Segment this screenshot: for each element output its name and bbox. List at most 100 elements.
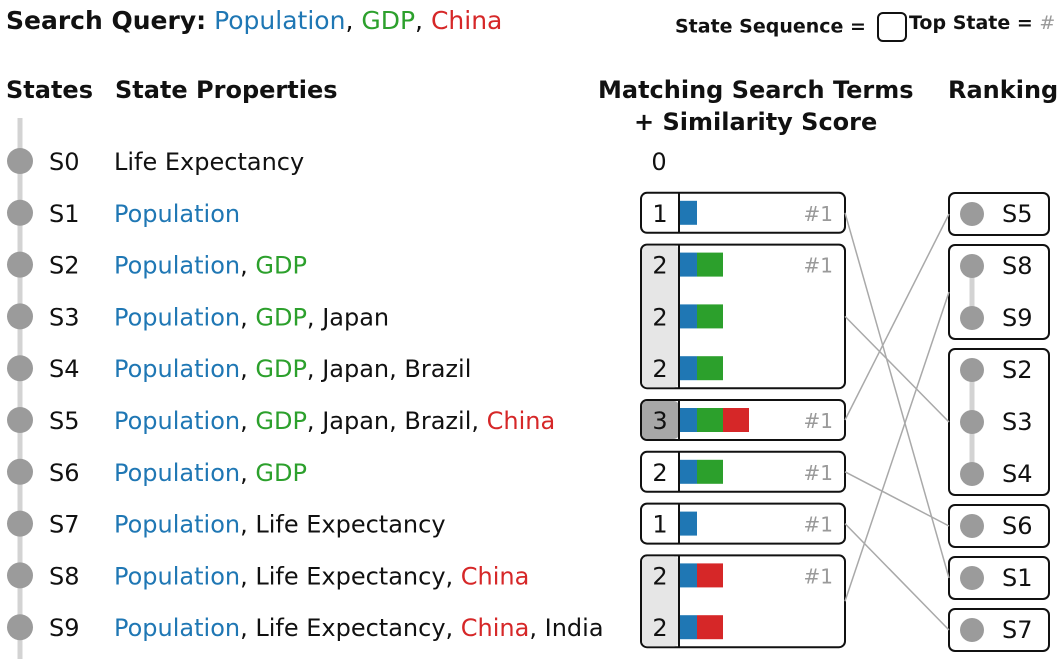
- state-property: GDP: [255, 355, 307, 383]
- property-separator: ,: [529, 614, 544, 642]
- state-property: Japan: [320, 407, 389, 435]
- state-property: Life Expectancy: [255, 562, 445, 590]
- similarity-score: 0: [651, 148, 666, 176]
- term-bar: [680, 408, 697, 432]
- state-property: China: [487, 407, 556, 435]
- state-label: S6: [49, 459, 80, 487]
- term-bar: [697, 615, 723, 639]
- similarity-score: 2: [652, 252, 667, 280]
- state-properties: Population, Life Expectancy, China: [114, 562, 529, 590]
- top-state-mark: #1: [804, 461, 833, 485]
- ranking-state-label: S8: [1002, 252, 1033, 280]
- state-node-icon: [7, 407, 33, 433]
- state-label: S3: [49, 303, 80, 331]
- state-node-icon: [7, 355, 33, 381]
- state-property: GDP: [255, 459, 307, 487]
- ranking-link: [845, 213, 949, 578]
- state-node-icon: [960, 514, 984, 538]
- state-properties: Population, GDP, Japan: [114, 303, 389, 331]
- state-property: Life Expectancy: [255, 614, 445, 642]
- state-properties: Population, GDP: [114, 252, 307, 280]
- term-bar: [680, 563, 697, 587]
- similarity-score: 2: [652, 562, 667, 590]
- state-node-icon: [7, 200, 33, 226]
- state-property: Population: [114, 355, 240, 383]
- state-property: Population: [114, 459, 240, 487]
- state-node-icon: [960, 566, 984, 590]
- state-label: S8: [49, 562, 80, 590]
- state-property: Population: [114, 562, 240, 590]
- property-separator: ,: [240, 355, 255, 383]
- term-bar: [680, 460, 697, 484]
- similarity-score: 2: [652, 459, 667, 487]
- state-property: GDP: [255, 407, 307, 435]
- state-property: Brazil: [404, 355, 471, 383]
- state-node-icon: [960, 254, 984, 278]
- state-property: GDP: [255, 303, 307, 331]
- term-bar: [723, 408, 749, 432]
- term-bar: [680, 615, 697, 639]
- state-property: Population: [114, 407, 240, 435]
- property-separator: ,: [471, 407, 486, 435]
- property-separator: ,: [307, 407, 322, 435]
- ranking-state-label: S6: [1002, 512, 1033, 540]
- term-bar: [680, 356, 697, 380]
- top-state-mark: #1: [804, 564, 833, 588]
- state-label: S0: [49, 148, 80, 176]
- state-properties: Life Expectancy: [114, 148, 304, 176]
- state-node-icon: [960, 618, 984, 642]
- state-properties: Population: [114, 200, 240, 228]
- state-label: S5: [49, 407, 80, 435]
- term-bar: [680, 201, 697, 225]
- ranking-link: [845, 524, 949, 630]
- property-separator: ,: [389, 407, 404, 435]
- state-property: Population: [114, 200, 240, 228]
- state-property: China: [461, 614, 530, 642]
- state-node-icon: [960, 202, 984, 226]
- similarity-score: 1: [652, 511, 667, 539]
- state-node-icon: [960, 358, 984, 382]
- similarity-score: 3: [652, 407, 667, 435]
- state-property: Life Expectancy: [255, 511, 445, 539]
- state-property: Japan: [320, 303, 389, 331]
- property-separator: ,: [240, 407, 255, 435]
- state-property: Population: [114, 511, 240, 539]
- state-node-icon: [7, 562, 33, 588]
- ranking-state-label: S7: [1002, 616, 1033, 644]
- state-node-icon: [7, 459, 33, 485]
- state-property: China: [461, 562, 530, 590]
- top-state-mark: #1: [804, 202, 833, 226]
- ranking-link: [845, 292, 949, 601]
- state-properties: Population, GDP: [114, 459, 307, 487]
- top-state-mark: #1: [804, 254, 833, 278]
- ranking-link: [845, 472, 949, 526]
- state-properties: Population, GDP, Japan, Brazil: [114, 355, 471, 383]
- state-node-icon: [7, 614, 33, 640]
- term-bar: [680, 512, 697, 536]
- property-separator: ,: [389, 355, 404, 383]
- state-property: Brazil: [404, 407, 471, 435]
- state-node-icon: [960, 306, 984, 330]
- state-label: S9: [49, 614, 80, 642]
- property-separator: ,: [307, 303, 322, 331]
- term-bar: [697, 304, 723, 328]
- property-separator: ,: [240, 459, 255, 487]
- property-separator: ,: [240, 511, 255, 539]
- term-bar: [680, 253, 697, 277]
- term-bar: [697, 253, 723, 277]
- state-node-icon: [960, 462, 984, 486]
- ranking-link: [845, 316, 949, 422]
- state-label: S4: [49, 355, 80, 383]
- state-property: Population: [114, 252, 240, 280]
- state-property: Japan: [320, 355, 389, 383]
- state-label: S1: [49, 200, 80, 228]
- state-node-icon: [960, 410, 984, 434]
- term-bar: [697, 460, 723, 484]
- term-bar: [697, 563, 723, 587]
- similarity-score: 2: [652, 614, 667, 642]
- state-property: Life Expectancy: [114, 148, 304, 176]
- term-bar: [697, 408, 723, 432]
- ranking-state-label: S4: [1002, 460, 1033, 488]
- ranking-state-label: S1: [1002, 564, 1033, 592]
